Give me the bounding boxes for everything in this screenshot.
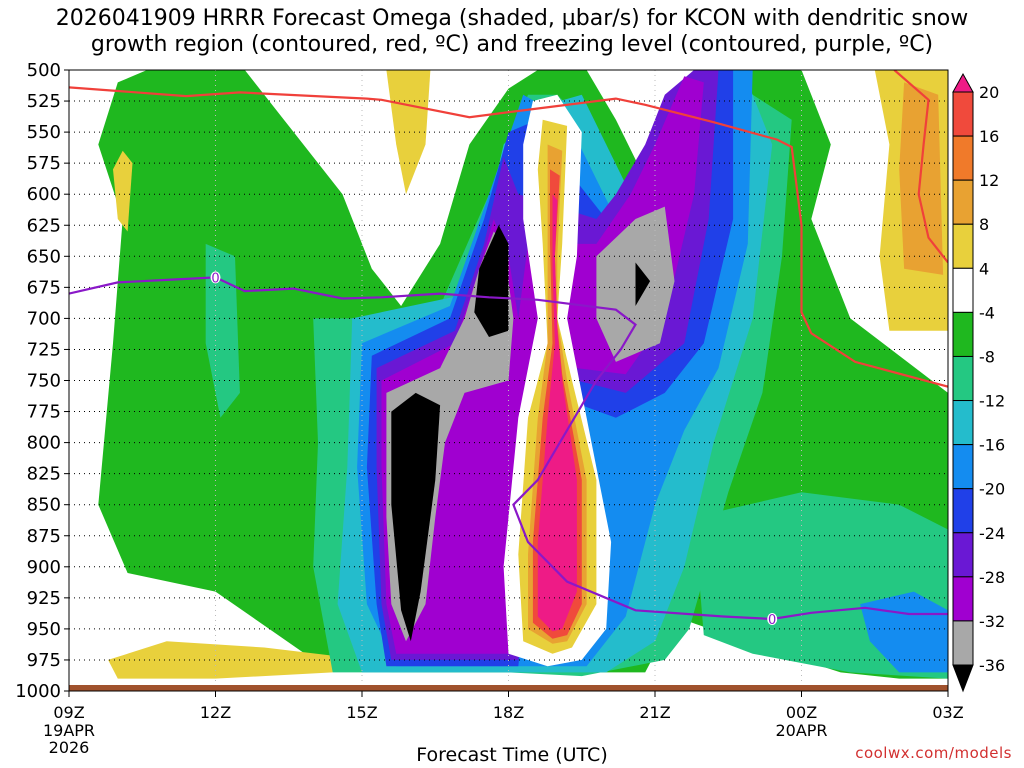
freezing-label-bg <box>210 271 221 284</box>
y-tick-label: 775 <box>27 402 61 423</box>
chart-title: 2026041909 HRRR Forecast Omega (shaded, … <box>55 6 969 57</box>
colorbar-segment <box>952 576 974 622</box>
colorbar-label: -12 <box>979 392 1005 411</box>
colorbar-segment <box>952 532 974 578</box>
y-tick-label: 675 <box>27 277 61 298</box>
omega-region-yellow-bl <box>108 641 338 679</box>
colorbar-label: 20 <box>979 83 999 102</box>
omega-region-black-lower <box>391 392 441 642</box>
x-tick-label: 03Z <box>932 703 963 722</box>
x-tick-sublabel: 19APR <box>43 721 95 740</box>
x-tick-label: 00Z <box>786 703 817 722</box>
colorbar-label: -24 <box>979 524 1005 543</box>
colorbar-segment <box>952 311 974 357</box>
colorbar-segment <box>952 135 974 181</box>
colorbar-segment <box>952 179 974 225</box>
colorbar-label: -16 <box>979 436 1005 455</box>
y-tick-label: 850 <box>27 495 61 516</box>
y-tick-label: 625 <box>27 215 61 236</box>
colorbar-segment <box>952 223 974 269</box>
colorbar-cap-bottom <box>952 664 974 693</box>
x-tick-sublabel: 2026 <box>49 738 90 757</box>
omega-region-yellow-left <box>113 150 133 232</box>
omega-region-black-right <box>635 262 651 306</box>
colorbar-cap-top <box>952 72 974 93</box>
y-tick-label: 550 <box>27 122 61 143</box>
colorbar-segment <box>952 444 974 490</box>
y-tick-label: 900 <box>27 557 61 578</box>
colorbar-label: 4 <box>979 259 989 278</box>
colorbar-segment <box>952 620 974 666</box>
y-tick-label: 700 <box>27 308 61 329</box>
colorbar-label: 12 <box>979 171 999 190</box>
y-tick-label: 875 <box>27 526 61 547</box>
colorbar-label: -36 <box>979 656 1005 675</box>
colorbar-segment <box>952 355 974 402</box>
colorbar-segment <box>952 400 974 446</box>
colorbar-label: 8 <box>979 215 989 234</box>
y-tick-label: 825 <box>27 464 61 485</box>
omega-region-black-upper <box>474 225 509 337</box>
colorbar-segment <box>952 91 974 137</box>
freezing-label-bg <box>767 612 778 625</box>
colorbar-label: -28 <box>979 568 1005 587</box>
freezing-level-label: 0 <box>211 271 219 286</box>
colorbar-label: -32 <box>979 612 1005 631</box>
y-tick-label: 575 <box>27 153 61 174</box>
y-tick-label: 650 <box>27 246 61 267</box>
y-tick-label: 750 <box>27 371 61 392</box>
freezing-level-contour <box>69 276 948 621</box>
omega-region-pink-core <box>537 194 577 632</box>
omega-region-blue-right <box>860 591 948 673</box>
x-axis-title: Forecast Time (UTC) <box>416 744 608 766</box>
source-credit[interactable]: coolwx.com/models <box>855 744 1012 762</box>
y-tick-label: 950 <box>27 619 61 640</box>
ground-surface <box>69 685 948 691</box>
x-tick-sublabel: 20APR <box>775 721 827 740</box>
colorbar: 20 16 12 8 4 -4 -8 -12 -16 -20 -24 -28 -32 -36 <box>952 72 1005 693</box>
colorbar-label: -4 <box>979 303 995 322</box>
y-tick-label: 500 <box>27 60 61 81</box>
y-axis: 500 525 550 575 600 625 650 675 700 725 750 775 800 8… <box>15 60 69 702</box>
x-tick-label: 21Z <box>639 703 670 722</box>
x-tick-label: 09Z <box>53 703 84 722</box>
y-tick-label: 800 <box>27 433 61 454</box>
x-tick-label: 18Z <box>493 703 524 722</box>
gridlines <box>69 70 948 691</box>
y-tick-label: 975 <box>27 650 61 671</box>
x-tick-label: 15Z <box>346 703 377 722</box>
colorbar-segment <box>952 267 974 313</box>
dendritic-contour-1 <box>893 70 948 264</box>
dendritic-contour-0 <box>69 86 948 388</box>
y-tick-label: 725 <box>27 339 61 360</box>
colorbar-label: -20 <box>979 480 1005 499</box>
x-tick-label: 12Z <box>200 703 231 722</box>
freezing-level-label: 0 <box>768 613 776 628</box>
y-tick-label: 600 <box>27 184 61 205</box>
omega-shading <box>98 70 948 679</box>
y-tick-label: 925 <box>27 588 61 609</box>
plot-area: 00 <box>69 70 948 691</box>
colorbar-label: -8 <box>979 347 995 366</box>
colorbar-segment <box>952 488 974 534</box>
contours: 00 <box>69 70 948 628</box>
y-tick-label: 525 <box>27 91 61 112</box>
y-tick-label: 1000 <box>15 681 61 702</box>
colorbar-label: 16 <box>979 127 999 146</box>
